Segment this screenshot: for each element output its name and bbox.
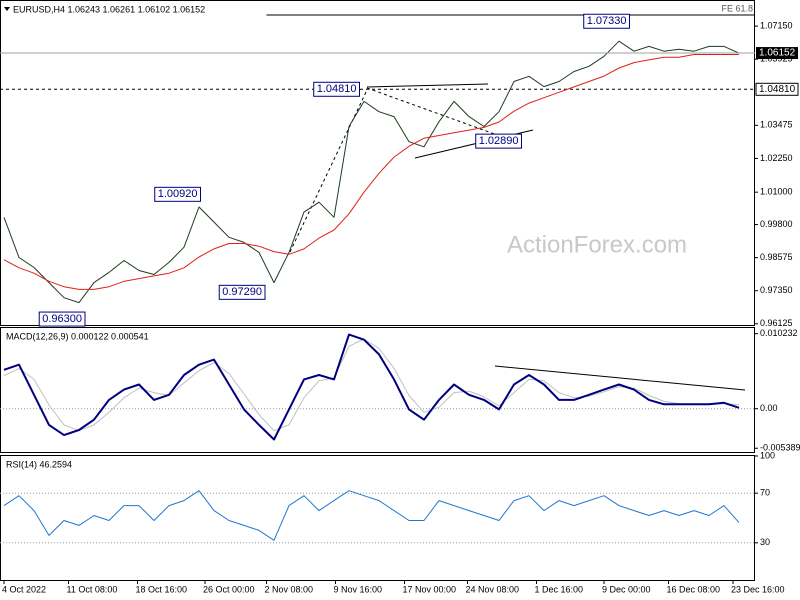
annotation-box (154, 186, 201, 202)
annotation-label: 0.97290 (222, 286, 262, 298)
y-tick-label: 1.02250 (760, 153, 793, 163)
panel-title: RSI(14) 46.2594 (6, 459, 72, 469)
x-tick-label: 26 Oct 00:00 (203, 584, 255, 594)
y-tick-label: -0.005389 (760, 443, 800, 453)
annotation-label: 1.04810 (317, 83, 357, 95)
y-tick-label: 100 (760, 450, 775, 460)
y-tick-label: 0.010232 (760, 328, 798, 338)
macd-panel (0, 327, 755, 453)
annotation-label: 0.96300 (42, 313, 82, 325)
x-tick-label: 16 Dec 08:00 (667, 584, 721, 594)
series-line (3, 490, 740, 541)
series-line (3, 333, 740, 441)
y-tick-label: 0.96125 (760, 318, 793, 328)
annotation-box (218, 284, 266, 300)
y-tick-label: 1.03475 (760, 120, 793, 130)
x-tick-label: 9 Dec 00:00 (602, 584, 651, 594)
annotation-box (475, 133, 522, 149)
rsi-panel (0, 455, 755, 581)
panel-title: MACD(12,26,9) 0.000122 0.000541 (6, 331, 149, 341)
x-tick-label: 2 Nov 08:00 (265, 584, 314, 594)
y-tick-label: 0.99800 (760, 219, 793, 229)
annotation-label: 1.00920 (158, 188, 198, 200)
x-tick-label: 11 Oct 08:00 (67, 584, 118, 594)
series-line (3, 338, 740, 432)
y-tick-label: 0.98575 (760, 252, 793, 262)
last-price-label: 1.06152 (759, 48, 796, 59)
x-tick-label: 9 Nov 16:00 (334, 584, 383, 594)
x-tick-label: 4 Oct 2022 (2, 584, 46, 594)
x-tick-label: 1 Dec 16:00 (535, 584, 584, 594)
annotation-box (313, 81, 360, 97)
annotation-label: 1.02890 (479, 135, 519, 147)
x-tick-label: 18 Oct 16:00 (136, 584, 188, 594)
annotation-box (583, 13, 630, 29)
watermark: ActionForex.com (507, 231, 687, 258)
series-line (3, 40, 740, 304)
x-tick-label: 17 Nov 00:00 (403, 584, 457, 594)
y-tick-label: 0.97350 (760, 285, 793, 295)
y-tick-label: 1.07150 (760, 20, 793, 30)
series-line (3, 54, 739, 290)
menu-icon (4, 7, 10, 11)
axis-label-box (755, 82, 799, 96)
y-tick-label: 0.00 (760, 403, 778, 413)
annotation-box (38, 311, 86, 327)
y-tick-label: 1.01000 (760, 187, 793, 197)
x-tick-label: 24 Nov 08:00 (466, 584, 520, 594)
panel-title: EURUSD,H4 1.06243 1.06261 1.06102 1.0615… (13, 4, 205, 14)
last-price-box (756, 47, 798, 60)
trend-line (494, 365, 746, 391)
price-panel (0, 0, 755, 326)
y-tick-label: 30 (760, 537, 770, 547)
annotation-label: 1.07330 (587, 15, 627, 27)
level-label: 1.04810 (759, 84, 796, 95)
y-tick-label: 70 (760, 488, 770, 498)
x-tick-label: 23 Dec 16:00 (731, 584, 785, 594)
level-label: FE 61.8 (721, 3, 753, 13)
trend-line (366, 83, 489, 88)
